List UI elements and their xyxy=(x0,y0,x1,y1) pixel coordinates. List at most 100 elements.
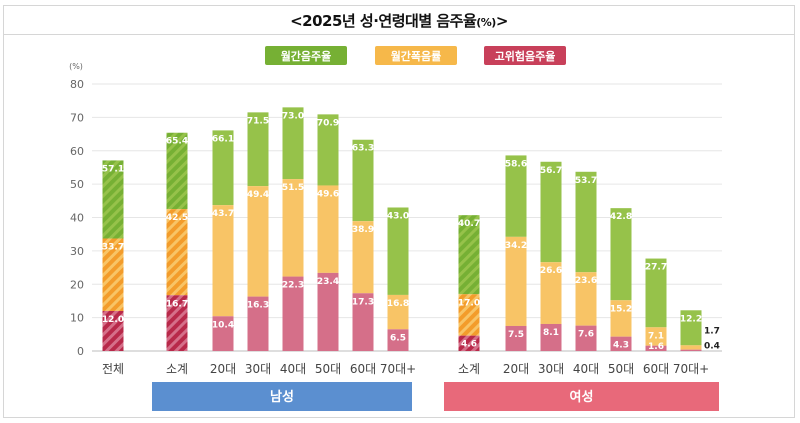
label-monthly: 43.0 xyxy=(387,211,409,221)
bar-binge xyxy=(505,236,527,326)
x-tick-label: 소계 xyxy=(166,362,188,376)
bar-monthly xyxy=(102,160,124,239)
y-tick-label: 0 xyxy=(77,345,84,358)
bar-binge xyxy=(680,345,702,350)
label-highrisk: 22.3 xyxy=(282,281,304,291)
x-tick-label: 50대 xyxy=(315,362,341,376)
label-binge: 15.2 xyxy=(610,304,632,314)
bar-monthly xyxy=(387,207,409,295)
bar-binge xyxy=(575,272,597,326)
label-highrisk: 4.6 xyxy=(461,340,477,350)
chart-title-unit: (%) xyxy=(476,15,496,29)
label-monthly: 65.4 xyxy=(166,137,188,147)
x-tick-label: 70대+ xyxy=(380,362,416,376)
label-highrisk: 0.4 xyxy=(704,342,720,352)
label-monthly: 63.3 xyxy=(352,144,374,154)
bar-highrisk xyxy=(610,336,632,351)
bar-binge xyxy=(212,205,234,317)
x-tick-label: 70대+ xyxy=(673,362,709,376)
label-binge: 26.6 xyxy=(540,266,562,276)
bar-monthly xyxy=(540,161,562,263)
label-highrisk: 6.5 xyxy=(390,333,406,343)
label-highrisk: 16.7 xyxy=(166,299,188,309)
bar-monthly xyxy=(610,208,632,301)
label-highrisk: 7.5 xyxy=(508,330,524,340)
bar-highrisk xyxy=(575,325,597,351)
label-monthly: 42.8 xyxy=(610,212,632,222)
group-band-female xyxy=(444,382,719,411)
y-tick-label: 30 xyxy=(70,245,84,258)
bar-monthly xyxy=(166,132,188,210)
legend-swatch xyxy=(375,46,457,65)
y-axis-label: (%) xyxy=(69,62,83,71)
y-tick-label: 80 xyxy=(70,78,84,91)
group-band-male xyxy=(152,382,412,411)
label-binge: 42.5 xyxy=(166,213,188,223)
bar-monthly xyxy=(575,171,597,273)
label-binge: 7.1 xyxy=(648,331,664,341)
bar-highrisk xyxy=(540,323,562,351)
label-monthly: 27.7 xyxy=(645,263,667,273)
bar-binge xyxy=(645,327,667,346)
label-binge: 51.5 xyxy=(282,183,304,193)
x-tick-label: 40대 xyxy=(280,362,306,376)
legend-label: 고위험음주율 xyxy=(495,49,556,63)
legend-swatch xyxy=(484,46,566,65)
x-tick-label: 40대 xyxy=(573,362,599,376)
group-label-female: 여성 xyxy=(570,389,594,405)
label-highrisk: 4.3 xyxy=(613,341,629,351)
label-monthly: 57.1 xyxy=(102,164,124,174)
label-binge: 17.0 xyxy=(458,298,480,308)
bar-monthly xyxy=(352,139,374,222)
bar-binge xyxy=(166,209,188,296)
label-binge: 43.7 xyxy=(212,209,234,219)
label-monthly: 70.9 xyxy=(317,118,339,128)
bar-highrisk xyxy=(212,316,234,351)
title-bar: <2025년 성·연령대별 음주율(%)> xyxy=(4,6,794,35)
bar-binge xyxy=(540,262,562,324)
bar-highrisk xyxy=(247,296,269,351)
bar-binge xyxy=(282,179,304,277)
bar-monthly xyxy=(317,114,339,186)
label-monthly: 40.7 xyxy=(458,219,480,229)
x-tick-label: 소계 xyxy=(458,362,480,376)
group-label-male: 남성 xyxy=(270,389,294,405)
label-binge: 34.2 xyxy=(505,241,527,251)
bar-highrisk xyxy=(645,345,667,351)
bar-binge xyxy=(610,300,632,337)
label-highrisk: 23.4 xyxy=(317,277,339,287)
x-tick-label: 60대 xyxy=(350,362,376,376)
label-highrisk: 8.1 xyxy=(543,328,559,338)
bar-binge xyxy=(317,185,339,273)
label-highrisk: 17.3 xyxy=(352,297,374,307)
bar-monthly xyxy=(645,258,667,328)
y-tick-label: 40 xyxy=(70,212,84,225)
y-tick-label: 50 xyxy=(70,178,84,191)
bar-highrisk xyxy=(458,335,480,351)
label-binge: 49.4 xyxy=(247,190,269,200)
legend: 월간음주율 월간폭음률 고위험음주율 xyxy=(265,46,566,65)
bar-monthly xyxy=(212,130,234,206)
legend-swatch xyxy=(265,46,347,65)
bar-monthly xyxy=(505,155,527,237)
legend-label: 월간폭음률 xyxy=(391,49,442,63)
label-binge: 38.9 xyxy=(352,225,374,235)
y-axis: 0 10 20 30 40 50 60 70 80 (%) xyxy=(69,62,84,358)
label-highrisk: 16.3 xyxy=(247,301,269,311)
bar-binge xyxy=(247,186,269,297)
label-monthly: 71.5 xyxy=(247,116,269,126)
x-tick-label: 전체 xyxy=(102,362,124,376)
label-monthly: 56.7 xyxy=(540,166,562,176)
bar-highrisk xyxy=(505,325,527,351)
chart-title: <2025년 성·연령대별 음주율(%)> xyxy=(290,10,508,31)
x-tick-label: 20대 xyxy=(210,362,236,376)
bar-binge xyxy=(102,238,124,311)
legend-label: 월간음주율 xyxy=(281,49,332,63)
label-highrisk: 1.6 xyxy=(648,342,664,352)
bar-highrisk xyxy=(282,276,304,351)
label-monthly: 66.1 xyxy=(212,134,234,144)
x-tick-label: 20대 xyxy=(503,362,529,376)
y-tick-label: 20 xyxy=(70,278,84,291)
label-monthly: 58.6 xyxy=(505,159,527,169)
